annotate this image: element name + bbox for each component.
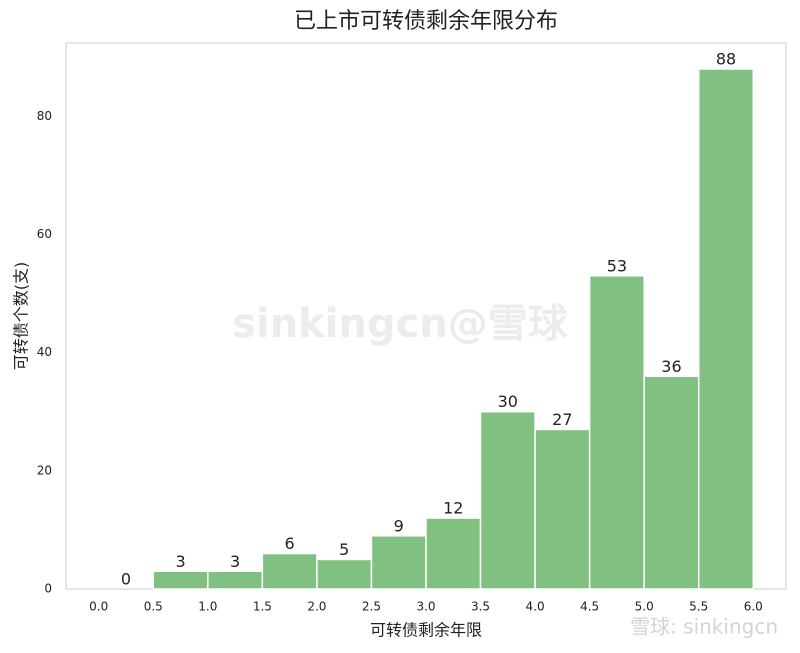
chart-title: 已上市可转债剩余年限分布 <box>294 9 558 34</box>
y-tick-label: 20 <box>37 463 52 477</box>
bar <box>425 517 482 590</box>
x-tick-label: 1.0 <box>198 600 217 614</box>
y-axis-label: 可转债个数(支) <box>12 262 31 371</box>
bar <box>370 535 427 590</box>
x-tick-label: 3.5 <box>471 600 490 614</box>
y-tick-label: 60 <box>37 227 52 241</box>
value-label: 3 <box>230 552 240 571</box>
value-label: 30 <box>498 392 518 411</box>
value-label: 27 <box>552 410 572 429</box>
x-tick-label: 1.5 <box>253 600 272 614</box>
bar <box>534 428 591 590</box>
bar <box>316 558 373 590</box>
value-label: 12 <box>443 499 463 518</box>
x-tick-label: 5.5 <box>689 600 708 614</box>
watermark: sinkingcn@雪球 <box>232 301 569 347</box>
value-label: 88 <box>716 50 736 69</box>
bar <box>261 552 318 590</box>
value-label: 3 <box>175 552 185 571</box>
bar <box>697 68 755 590</box>
x-tick-label: 4.5 <box>580 600 599 614</box>
x-tick-label: 6.0 <box>744 600 763 614</box>
bar <box>152 570 209 590</box>
value-label: 53 <box>607 256 627 275</box>
x-tick-label: 4.0 <box>526 600 545 614</box>
value-label: 6 <box>285 534 295 553</box>
x-axis-label: 可转债剩余年限 <box>370 621 482 640</box>
x-tick-label: 2.5 <box>362 600 381 614</box>
y-tick-label: 40 <box>37 345 52 359</box>
x-tick-label: 3.0 <box>416 600 435 614</box>
x-tick-label: 2.0 <box>307 600 326 614</box>
bar <box>207 570 264 590</box>
x-tick-label: 0.0 <box>89 600 108 614</box>
bar <box>479 410 536 590</box>
value-label: 5 <box>339 540 349 559</box>
value-label: 36 <box>661 357 681 376</box>
source-mark: 雪球: sinkingcn <box>630 615 778 639</box>
bar <box>588 275 645 590</box>
value-label: 0 <box>121 570 131 589</box>
x-tick-label: 0.5 <box>144 600 163 614</box>
bar <box>643 375 700 590</box>
x-tick-label: 5.0 <box>635 600 654 614</box>
value-label: 9 <box>394 516 404 535</box>
y-tick-label: 0 <box>44 582 52 596</box>
y-tick-label: 80 <box>37 109 52 123</box>
